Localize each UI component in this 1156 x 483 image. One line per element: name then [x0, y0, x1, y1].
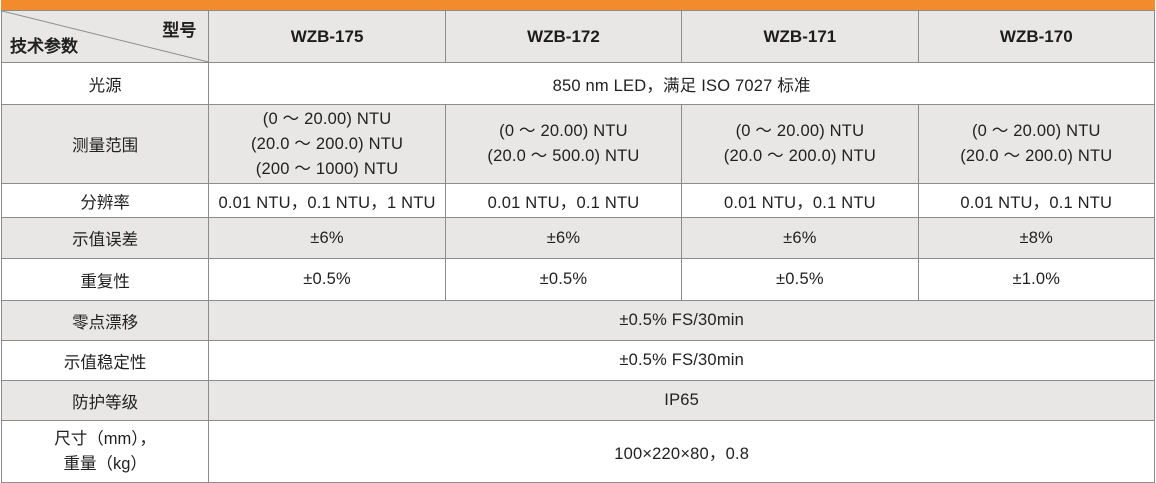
table-header-row: 型号 技术参数 WZB-175 WZB-172 WZB-171 WZB-170 — [0, 10, 1156, 63]
row-resolution: 分辨率 0.01 NTU，0.1 NTU，1 NTU 0.01 NTU，0.1 … — [0, 183, 1156, 219]
value-cell: (0 ～ 20.00) NTU (20.0 ～ 200.0) NTU — [681, 103, 919, 185]
technical-parameters-table: 型号 技术参数 WZB-175 WZB-172 WZB-171 WZB-170 … — [0, 10, 1156, 483]
value-cell: 0.01 NTU，0.1 NTU — [444, 183, 683, 219]
value-cell: ±6% — [444, 217, 683, 260]
value-cell: 0.01 NTU，0.1 NTU — [681, 183, 919, 219]
model-header-wzb171: WZB-171 — [681, 10, 919, 63]
value-cell: ±1.0% — [917, 258, 1156, 302]
merged-value-cell: ±0.5% FS/30min — [208, 300, 1155, 342]
merged-value-cell: IP65 — [208, 380, 1155, 422]
value-cell: 0.01 NTU，0.1 NTU — [917, 183, 1156, 219]
model-header-wzb170: WZB-170 — [917, 10, 1156, 63]
value-cell: ±6% — [681, 217, 919, 260]
model-header-wzb175: WZB-175 — [208, 10, 446, 63]
row-measuring-range: 测量范围 (0 ～ 20.00) NTU (20.0 ～ 200.0) NTU … — [0, 103, 1156, 185]
row-repeatability: 重复性 ±0.5% ±0.5% ±0.5% ±1.0% — [0, 258, 1156, 302]
accent-top-bar — [1, 0, 1155, 10]
value-cell: 0.01 NTU，0.1 NTU，1 NTU — [208, 183, 446, 219]
value-cell: ±0.5% — [208, 258, 446, 302]
row-label: 防护等级 — [0, 380, 210, 422]
merged-value-cell: ±0.5% FS/30min — [208, 340, 1155, 382]
row-light-source: 光源 850 nm LED，满足 ISO 7027 标准 — [0, 62, 1155, 105]
value-cell: (0 ～ 20.00) NTU (20.0 ～ 200.0) NTU (200 … — [208, 103, 446, 185]
diagonal-divider-line — [2, 11, 209, 62]
row-indication-error: 示值误差 ±6% ±6% ±6% ±8% — [0, 217, 1156, 260]
row-protection-rating: 防护等级 IP65 — [0, 380, 1155, 422]
row-label: 分辨率 — [0, 183, 210, 219]
corner-label-model: 型号 — [162, 21, 197, 40]
value-cell: ±8% — [917, 217, 1156, 260]
row-label: 零点漂移 — [0, 300, 210, 342]
row-label: 测量范围 — [0, 103, 210, 185]
corner-cell: 型号 技术参数 — [0, 10, 210, 63]
row-zero-drift: 零点漂移 ±0.5% FS/30min — [0, 300, 1155, 342]
row-label: 重复性 — [0, 258, 210, 302]
row-label: 尺寸（mm）， 重量（kg） — [0, 420, 210, 483]
value-cell: ±0.5% — [444, 258, 683, 302]
merged-value-cell: 100×220×80，0.8 — [208, 420, 1155, 483]
value-cell: ±0.5% — [681, 258, 919, 302]
model-header-wzb172: WZB-172 — [444, 10, 683, 63]
row-label: 示值稳定性 — [0, 340, 210, 382]
value-cell: ±6% — [208, 217, 446, 260]
value-cell: (0 ～ 20.00) NTU (20.0 ～ 200.0) NTU — [917, 103, 1156, 185]
corner-label-parameters: 技术参数 — [10, 37, 78, 56]
row-label: 示值误差 — [0, 217, 210, 260]
merged-value-cell: 850 nm LED，满足 ISO 7027 标准 — [208, 62, 1155, 105]
value-cell: (0 ～ 20.00) NTU (20.0 ～ 500.0) NTU — [444, 103, 683, 185]
row-dimensions-weight: 尺寸（mm）， 重量（kg） 100×220×80，0.8 — [0, 420, 1155, 483]
row-indication-stability: 示值稳定性 ±0.5% FS/30min — [0, 340, 1155, 382]
row-label: 光源 — [0, 62, 210, 105]
